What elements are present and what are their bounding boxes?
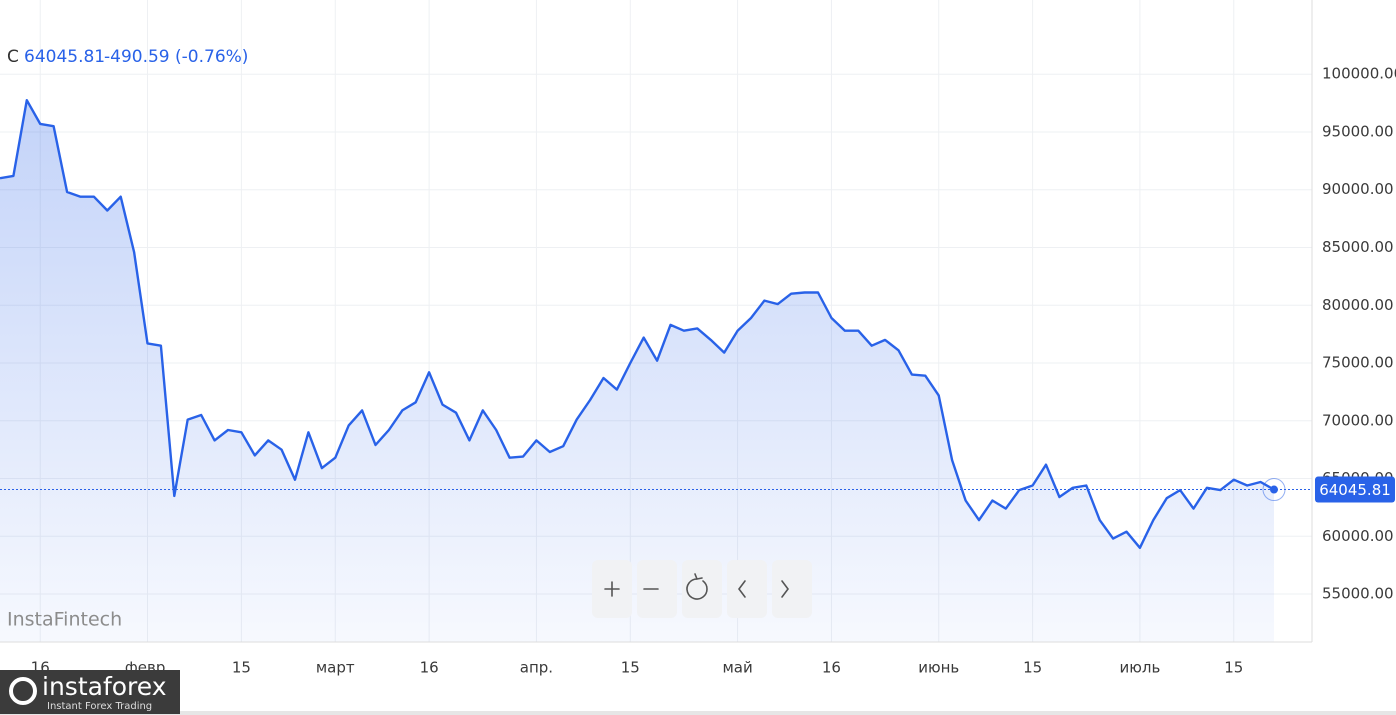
- zoom-controls: [592, 560, 812, 618]
- ohlc-label: C: [7, 47, 19, 67]
- y-tick-label: 80000.00: [1322, 296, 1394, 314]
- x-tick-label: 15: [621, 659, 640, 677]
- last-point: [1270, 485, 1278, 494]
- scroll-left-button[interactable]: [727, 560, 767, 618]
- logo: instaforex Instant Forex Trading: [0, 670, 180, 714]
- x-tick-label: июнь: [918, 659, 959, 677]
- x-tick-label: 15: [232, 659, 251, 677]
- x-tick-label: март: [316, 659, 355, 677]
- logo-name: instaforex: [42, 672, 167, 701]
- price-tag: [1315, 476, 1395, 503]
- zoom-out-button[interactable]: [637, 560, 677, 618]
- x-tick-label: 15: [1224, 659, 1243, 677]
- last-point-halo: [1262, 478, 1286, 502]
- zoom-in-button[interactable]: [592, 560, 632, 618]
- x-tick-label: 16: [822, 659, 841, 677]
- price-tag-label: 64045.81: [1319, 481, 1391, 499]
- reset-button[interactable]: [682, 560, 722, 618]
- y-tick-label: 75000.00: [1322, 354, 1394, 372]
- logo-bg: [0, 670, 180, 714]
- watermark: InstaFintech: [7, 609, 122, 631]
- x-tick-label: июль: [1119, 659, 1160, 677]
- x-tick-label: 15: [1023, 659, 1042, 677]
- last-value: 64045.81: [24, 47, 105, 67]
- line: [0, 99, 1275, 549]
- y-tick-label: 95000.00: [1322, 122, 1394, 140]
- change: -490.59 (-0.76%): [104, 47, 248, 67]
- y-tick-label: 90000.00: [1322, 180, 1394, 198]
- y-tick-label: 85000.00: [1322, 238, 1394, 256]
- y-tick-label: 70000.00: [1322, 411, 1394, 429]
- overlay: 64045.81: [0, 476, 1395, 503]
- logo-tagline: Instant Forex Trading: [47, 701, 152, 712]
- scroll-right-button[interactable]: [772, 560, 812, 618]
- logo-icon: [9, 677, 37, 705]
- x-tick-label: май: [722, 659, 752, 677]
- plot: [0, 99, 1275, 642]
- x-tick-label: 16: [420, 659, 439, 677]
- bottom-strip: [0, 711, 1396, 715]
- area: [0, 100, 1274, 642]
- y-tick-label: 55000.00: [1322, 585, 1394, 603]
- y-tick-label: 60000.00: [1322, 527, 1394, 545]
- x-tick-label: апр.: [520, 659, 553, 677]
- y-tick-label: 100000.00: [1322, 65, 1396, 83]
